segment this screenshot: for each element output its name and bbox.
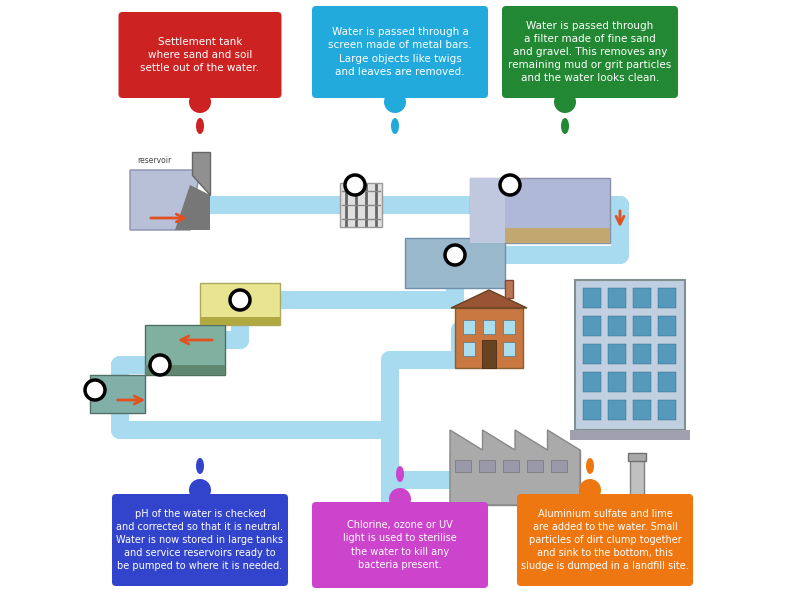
- Circle shape: [189, 91, 211, 113]
- FancyBboxPatch shape: [561, 522, 573, 532]
- FancyBboxPatch shape: [479, 460, 495, 472]
- FancyBboxPatch shape: [525, 538, 537, 548]
- FancyBboxPatch shape: [583, 344, 601, 364]
- FancyBboxPatch shape: [633, 400, 651, 420]
- Circle shape: [85, 380, 105, 400]
- FancyBboxPatch shape: [575, 280, 685, 430]
- Polygon shape: [450, 430, 580, 505]
- FancyBboxPatch shape: [340, 183, 382, 227]
- FancyBboxPatch shape: [503, 320, 515, 334]
- FancyBboxPatch shape: [658, 344, 676, 364]
- Polygon shape: [470, 178, 505, 243]
- Circle shape: [230, 290, 250, 310]
- FancyBboxPatch shape: [200, 283, 280, 325]
- FancyBboxPatch shape: [145, 325, 225, 375]
- Ellipse shape: [196, 118, 204, 134]
- FancyBboxPatch shape: [520, 498, 580, 558]
- Text: Chlorine, ozone or UV
light is used to sterilise
the water to kill any
bacteria : Chlorine, ozone or UV light is used to s…: [343, 520, 457, 570]
- FancyBboxPatch shape: [561, 506, 573, 516]
- Polygon shape: [451, 290, 527, 308]
- Circle shape: [189, 479, 211, 501]
- Circle shape: [384, 91, 406, 113]
- Circle shape: [150, 355, 170, 375]
- FancyBboxPatch shape: [628, 453, 646, 461]
- FancyBboxPatch shape: [658, 372, 676, 392]
- FancyBboxPatch shape: [583, 288, 601, 308]
- FancyBboxPatch shape: [505, 280, 513, 298]
- Circle shape: [579, 479, 601, 501]
- FancyBboxPatch shape: [112, 494, 288, 586]
- FancyBboxPatch shape: [455, 460, 471, 472]
- FancyBboxPatch shape: [658, 288, 676, 308]
- Text: Water is passed through
a filter made of fine sand
and gravel. This removes any
: Water is passed through a filter made of…: [508, 20, 672, 83]
- FancyBboxPatch shape: [450, 450, 580, 505]
- FancyBboxPatch shape: [608, 344, 626, 364]
- Text: pH of the water is checked
and corrected so that it is neutral.
Water is now sto: pH of the water is checked and corrected…: [117, 509, 283, 571]
- Circle shape: [445, 245, 465, 265]
- Text: Aluminium sulfate and lime
are added to the water. Small
particles of dirt clump: Aluminium sulfate and lime are added to …: [521, 509, 689, 571]
- FancyBboxPatch shape: [118, 12, 282, 98]
- FancyBboxPatch shape: [630, 458, 644, 503]
- Ellipse shape: [396, 466, 404, 482]
- FancyBboxPatch shape: [633, 288, 651, 308]
- FancyBboxPatch shape: [633, 372, 651, 392]
- Ellipse shape: [561, 118, 569, 134]
- Ellipse shape: [196, 458, 204, 474]
- Polygon shape: [130, 170, 200, 230]
- FancyBboxPatch shape: [145, 365, 225, 375]
- Ellipse shape: [391, 118, 399, 134]
- FancyBboxPatch shape: [405, 238, 505, 288]
- FancyBboxPatch shape: [502, 6, 678, 98]
- FancyBboxPatch shape: [583, 400, 601, 420]
- FancyBboxPatch shape: [525, 506, 537, 516]
- FancyBboxPatch shape: [312, 6, 488, 98]
- FancyBboxPatch shape: [463, 320, 475, 334]
- FancyBboxPatch shape: [583, 316, 601, 336]
- FancyBboxPatch shape: [470, 178, 610, 243]
- FancyBboxPatch shape: [527, 460, 543, 472]
- Ellipse shape: [586, 458, 594, 474]
- FancyBboxPatch shape: [608, 372, 626, 392]
- Polygon shape: [192, 152, 210, 195]
- FancyBboxPatch shape: [608, 288, 626, 308]
- FancyBboxPatch shape: [482, 340, 496, 368]
- FancyBboxPatch shape: [90, 375, 145, 413]
- FancyBboxPatch shape: [455, 308, 523, 368]
- Circle shape: [389, 488, 411, 510]
- FancyBboxPatch shape: [503, 460, 519, 472]
- FancyBboxPatch shape: [503, 342, 515, 356]
- FancyBboxPatch shape: [658, 316, 676, 336]
- FancyBboxPatch shape: [543, 538, 555, 548]
- FancyBboxPatch shape: [543, 522, 555, 532]
- Text: Settlement tank
where sand and soil
settle out of the water.: Settlement tank where sand and soil sett…: [141, 37, 259, 73]
- FancyBboxPatch shape: [525, 522, 537, 532]
- FancyBboxPatch shape: [570, 430, 690, 440]
- Circle shape: [500, 175, 520, 195]
- Text: Water is passed through a
screen made of metal bars.
Large objects like twigs
an: Water is passed through a screen made of…: [328, 27, 472, 77]
- FancyBboxPatch shape: [551, 460, 567, 472]
- FancyBboxPatch shape: [483, 342, 495, 356]
- FancyBboxPatch shape: [608, 400, 626, 420]
- FancyBboxPatch shape: [543, 506, 555, 516]
- FancyBboxPatch shape: [200, 317, 280, 325]
- FancyBboxPatch shape: [633, 344, 651, 364]
- FancyBboxPatch shape: [633, 316, 651, 336]
- FancyBboxPatch shape: [561, 538, 573, 548]
- Polygon shape: [175, 185, 210, 230]
- FancyBboxPatch shape: [463, 342, 475, 356]
- FancyBboxPatch shape: [470, 228, 610, 243]
- Circle shape: [345, 175, 365, 195]
- FancyBboxPatch shape: [608, 316, 626, 336]
- FancyBboxPatch shape: [658, 400, 676, 420]
- Text: reservoir: reservoir: [137, 156, 171, 165]
- FancyBboxPatch shape: [520, 498, 650, 558]
- FancyBboxPatch shape: [312, 502, 488, 588]
- FancyBboxPatch shape: [583, 372, 601, 392]
- FancyBboxPatch shape: [483, 320, 495, 334]
- Circle shape: [554, 91, 576, 113]
- FancyBboxPatch shape: [517, 494, 693, 586]
